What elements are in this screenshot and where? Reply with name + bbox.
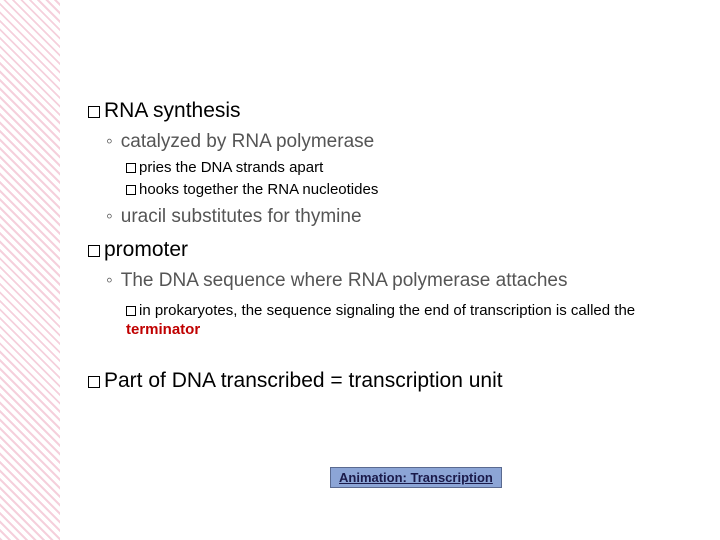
square-bullet-icon <box>126 163 136 173</box>
sub-pries: pries the DNA strands apart <box>126 158 692 178</box>
sub-uracil: ◦ uracil substitutes for thymine <box>106 205 692 229</box>
bullet-text: Part of DNA transcribed = transcription … <box>104 369 503 392</box>
bullet-text: RNA synthesis <box>104 99 241 122</box>
bullet-text: promoter <box>104 238 188 261</box>
bullet-transcription-unit: Part of DNA transcribed = transcription … <box>88 368 692 394</box>
button-label: Animation: Transcription <box>339 470 493 485</box>
ring-bullet-icon: ◦ <box>106 131 113 152</box>
sub-text: catalyzed by RNA polymerase <box>121 131 374 152</box>
sub2-text-pre: in prokaryotes, the sequence signaling t… <box>139 302 635 319</box>
animation-link-button[interactable]: Animation: Transcription <box>330 467 502 488</box>
decorative-sidebar <box>0 0 60 540</box>
sub-text: The DNA sequence where RNA polymerase at… <box>121 270 568 291</box>
square-bullet-icon <box>126 185 136 195</box>
bullet-rna-synthesis: RNA synthesis <box>88 98 692 124</box>
sub-hooks: hooks together the RNA nucleotides <box>126 180 692 200</box>
slide-content: RNA synthesis ◦ catalyzed by RNA polymera… <box>60 0 720 540</box>
sub2-text: hooks together the RNA nucleotides <box>139 181 378 198</box>
sub-catalyzed: ◦ catalyzed by RNA polymerase <box>106 130 692 154</box>
sub-dna-sequence: ◦ The DNA sequence where RNA polymerase a… <box>106 269 692 293</box>
sub-prokaryotes: in prokaryotes, the sequence signaling t… <box>126 301 692 340</box>
ring-bullet-icon: ◦ <box>106 270 113 291</box>
sub2-text: pries the DNA strands apart <box>139 159 323 176</box>
sub-text: uracil substitutes for thymine <box>121 206 362 227</box>
bullet-promoter: promoter <box>88 237 692 263</box>
square-bullet-icon <box>126 306 136 316</box>
terminator-word: terminator <box>126 321 200 338</box>
square-bullet-icon <box>88 376 100 388</box>
square-bullet-icon <box>88 106 100 118</box>
ring-bullet-icon: ◦ <box>106 206 113 227</box>
square-bullet-icon <box>88 245 100 257</box>
